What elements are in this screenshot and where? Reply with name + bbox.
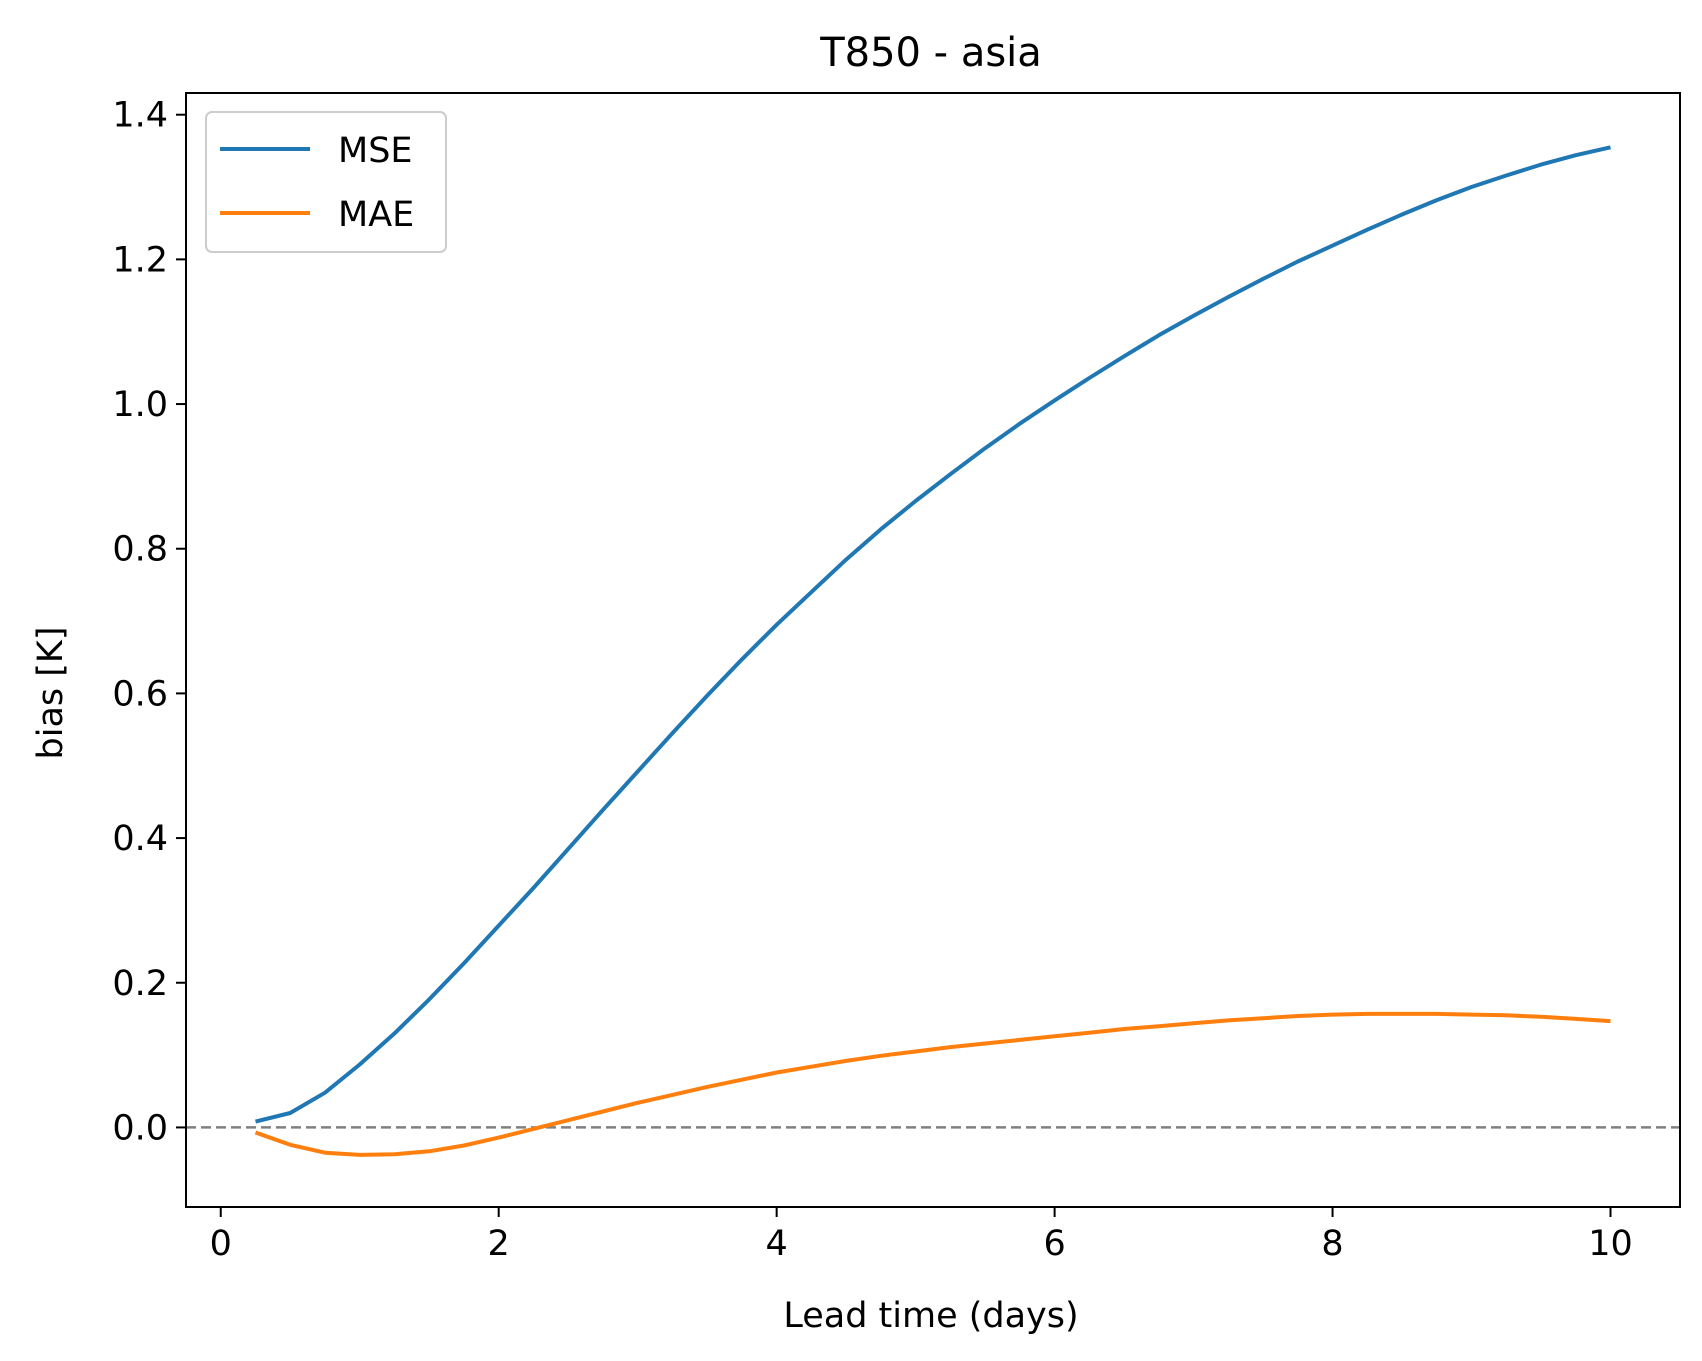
legend-label-mae: MAE xyxy=(338,195,414,235)
y-tick-label: 1.4 xyxy=(112,96,168,136)
x-tick-label: 2 xyxy=(488,1224,510,1264)
y-axis-label: bias [K] xyxy=(31,626,71,759)
y-tick-label: 0.6 xyxy=(112,674,168,714)
legend: MSE MAE xyxy=(205,111,447,253)
y-tick-label: 0.4 xyxy=(112,819,168,859)
series-line-mse xyxy=(255,145,1611,1124)
y-tick-label: 0.2 xyxy=(112,964,168,1004)
x-tick-label: 10 xyxy=(1588,1224,1633,1264)
axis-ticks: 0 2 4 6 8 10 0.0 0.2 0.4 0.6 0.8 1.0 1.2 1.4 xyxy=(112,96,1632,1264)
legend-label-mse: MSE xyxy=(338,131,413,171)
axes-frame xyxy=(185,92,1681,1208)
x-axis-label: Lead time (days) xyxy=(783,1296,1078,1336)
x-tick-label: 4 xyxy=(766,1224,788,1264)
chart-title: T850 - asia xyxy=(819,30,1042,76)
y-tick-label: 0.0 xyxy=(112,1108,168,1148)
x-tick-label: 8 xyxy=(1321,1224,1343,1264)
series-line-mae xyxy=(254,1011,1611,1157)
plot-area xyxy=(186,145,1680,1157)
x-tick-label: 6 xyxy=(1043,1224,1065,1264)
x-tick-label: 0 xyxy=(210,1224,232,1264)
y-tick-label: 1.0 xyxy=(112,385,168,425)
y-tick-label: 0.8 xyxy=(112,530,168,570)
y-tick-label: 1.2 xyxy=(112,240,168,280)
